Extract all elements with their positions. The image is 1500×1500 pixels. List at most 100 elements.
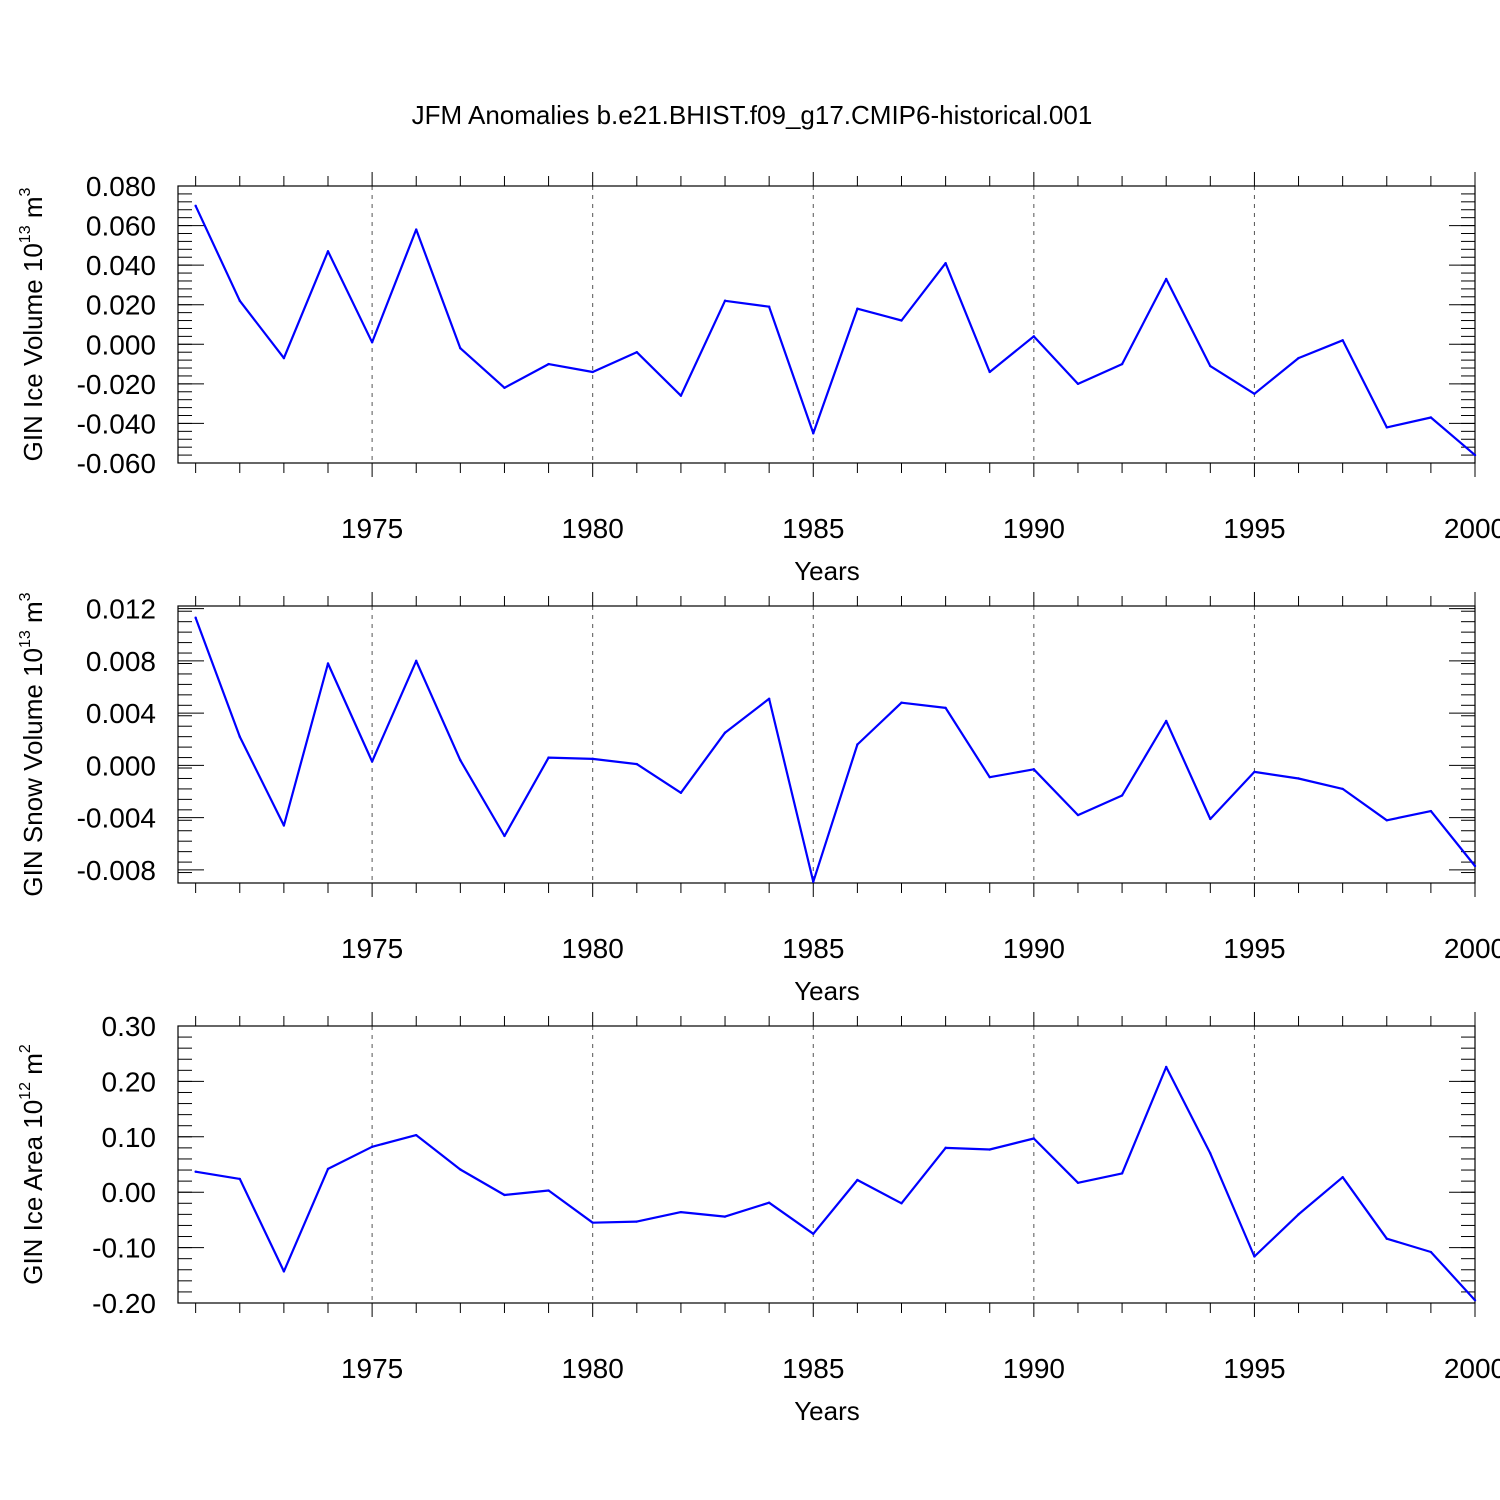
x-tick-label: 2000	[1444, 933, 1500, 964]
data-point	[326, 662, 330, 665]
data-point	[679, 791, 683, 795]
data-point	[988, 775, 991, 779]
data-point	[282, 1270, 286, 1273]
x-tick-label: 1990	[1003, 933, 1065, 964]
data-point	[812, 1232, 815, 1235]
data-point	[547, 1189, 550, 1192]
data-point	[767, 1201, 771, 1204]
data-point	[1297, 356, 1300, 360]
data-point	[856, 307, 859, 310]
data-point	[723, 299, 727, 302]
data-point	[1429, 1250, 1433, 1254]
y-tick-label: 0.060	[86, 211, 156, 242]
data-point	[767, 305, 771, 308]
data-point	[1385, 426, 1388, 429]
data-point	[944, 261, 947, 265]
y-tick-label: 0.004	[86, 698, 156, 729]
data-point	[767, 697, 771, 700]
data-point	[1297, 1213, 1300, 1216]
data-point	[459, 347, 462, 350]
data-point	[1473, 453, 1477, 457]
x-axis-label: Years	[794, 556, 860, 586]
x-tick-label: 1985	[782, 1353, 844, 1384]
chart-panel-2: -0.008 -0.004 0.000 0.004 0.008 0.012 1975 1980…	[17, 592, 1500, 1006]
data-point	[900, 319, 903, 322]
data-point	[1429, 416, 1433, 419]
data-point	[503, 834, 506, 838]
chart-panel-1: -0.060 -0.040 -0.020 0.000 0.020 0.040 0.060 0.…	[17, 171, 1500, 586]
y-tick-label: -0.060	[77, 448, 156, 479]
x-tick-label: 1975	[341, 513, 403, 544]
data-point	[679, 1210, 683, 1214]
y-tick-label: -0.020	[77, 369, 156, 400]
y-tick-label: 0.30	[102, 1011, 157, 1042]
data-point	[591, 757, 594, 761]
series-line	[195, 1065, 1476, 1301]
data-point	[988, 1148, 991, 1151]
data-point	[370, 341, 374, 344]
data-point	[1120, 362, 1124, 366]
y-tick-label: 0.10	[102, 1122, 157, 1153]
data-point	[503, 386, 506, 390]
y-tick-label: 0.040	[86, 250, 156, 281]
data-point	[1341, 787, 1344, 791]
x-tick-label: 1980	[562, 513, 624, 544]
data-point	[812, 432, 815, 435]
data-point	[1473, 1299, 1477, 1302]
data-point	[1120, 1172, 1124, 1175]
data-point	[635, 351, 639, 354]
x-tick-label: 1985	[782, 933, 844, 964]
series-line	[194, 617, 1476, 883]
y-tick-label: -0.040	[77, 408, 156, 439]
x-tick-label: 1985	[782, 513, 844, 544]
data-point	[238, 735, 241, 738]
data-point	[944, 1146, 947, 1150]
data-point	[1032, 335, 1036, 338]
data-point	[944, 706, 947, 710]
data-point	[1209, 817, 1212, 821]
series-line	[194, 205, 1476, 456]
data-point	[1164, 719, 1168, 723]
data-point	[459, 1168, 462, 1171]
data-point	[1253, 392, 1256, 395]
x-axis-label: Years	[794, 976, 860, 1006]
data-point	[900, 1202, 903, 1205]
data-point	[900, 701, 903, 704]
x-tick-label: 1995	[1223, 513, 1285, 544]
x-tick-label: 1990	[1003, 1353, 1065, 1384]
data-point	[1164, 277, 1168, 281]
y-axis-label: GIN Ice Area 1012 m2	[17, 1044, 48, 1285]
plot-frame	[177, 1025, 1476, 1304]
data-point	[547, 756, 550, 759]
x-tick-label: 1975	[341, 933, 403, 964]
chart-panel-3: -0.20 -0.10 0.00 0.10 0.20 0.30 1975 1980 1985 19…	[17, 1011, 1500, 1426]
y-tick-label: 0.080	[86, 171, 156, 202]
x-tick-label: 1980	[562, 1353, 624, 1384]
data-point	[370, 760, 374, 763]
y-tick-label: 0.000	[86, 750, 156, 781]
y-tick-label: 0.000	[86, 329, 156, 360]
data-point	[415, 659, 418, 663]
data-point	[679, 394, 683, 397]
data-point	[1076, 813, 1080, 817]
data-point	[1253, 1255, 1256, 1258]
data-point	[1032, 768, 1036, 771]
data-point	[1076, 382, 1080, 386]
data-point	[1473, 864, 1477, 868]
x-tick-label: 1990	[1003, 513, 1065, 544]
data-point	[503, 1193, 506, 1197]
data-point	[1032, 1137, 1036, 1140]
data-point	[1297, 777, 1300, 780]
data-point	[1341, 339, 1344, 342]
data-point	[238, 299, 241, 302]
data-point	[415, 1133, 418, 1137]
x-tick-label: 1980	[562, 933, 624, 964]
data-point	[1253, 770, 1256, 774]
data-point	[459, 758, 462, 762]
data-point	[194, 204, 197, 207]
panels: -0.060 -0.040 -0.020 0.000 0.020 0.040 0.060 0.…	[17, 171, 1500, 1426]
data-point	[1076, 1181, 1080, 1184]
y-tick-label: -0.004	[77, 803, 156, 834]
data-point	[1429, 809, 1433, 813]
data-point	[547, 362, 550, 366]
